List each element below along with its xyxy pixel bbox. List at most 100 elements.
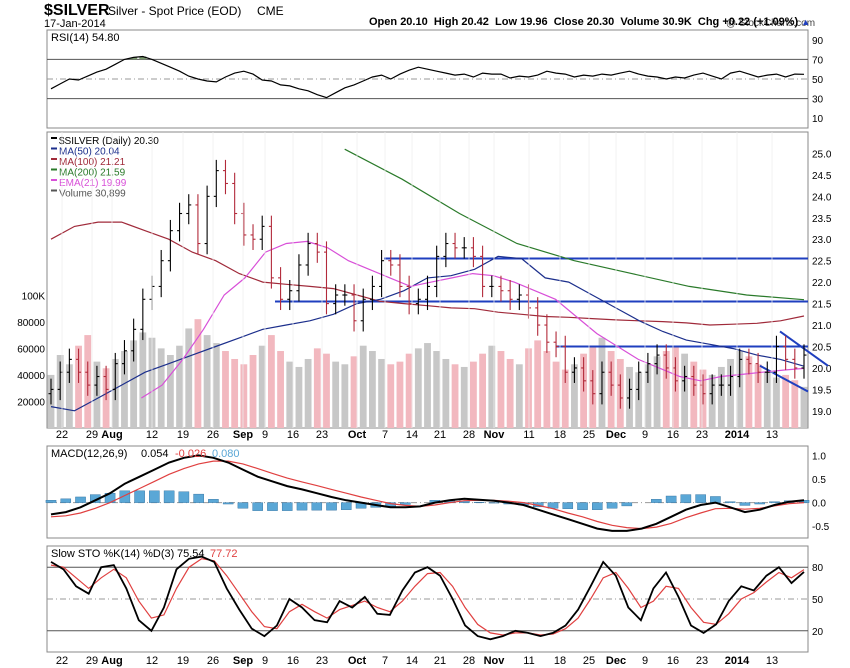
x-axis-label-lower: Sep xyxy=(233,655,253,667)
volume-bar xyxy=(470,361,477,428)
volume-bar xyxy=(405,353,413,428)
macd-histogram-bar xyxy=(724,501,736,503)
x-axis-label-lower: 13 xyxy=(766,655,778,667)
x-axis-label-upper: 7 xyxy=(382,429,388,441)
price-tick-label: 22.0 xyxy=(812,278,832,289)
volume-bar xyxy=(506,358,514,428)
price-legend-entry: MA(50) 20.04 xyxy=(59,147,120,158)
rsi-legend: RSI(14) 54.80 xyxy=(51,32,119,44)
volume-bar xyxy=(121,351,128,428)
x-axis-label-upper: 28 xyxy=(463,429,475,441)
price-legend-entry: MA(200) 21.59 xyxy=(59,168,126,179)
volume-bar xyxy=(350,356,358,428)
macd-histogram-bar xyxy=(134,490,145,503)
macd-tick-label: 1.0 xyxy=(812,451,826,462)
macd-histogram-bar xyxy=(237,502,249,509)
macd-histogram-bar xyxy=(754,502,765,505)
volume-bar xyxy=(166,355,174,428)
volume-bar xyxy=(369,351,376,428)
macd-legend-macd: 0.054 xyxy=(141,448,169,460)
volume-bar xyxy=(378,358,385,428)
rsi-tick-label: 70 xyxy=(812,55,824,66)
volume-bar xyxy=(525,348,532,428)
x-axis-label-upper: 18 xyxy=(554,429,566,441)
sto-legend-k: 75.54 xyxy=(177,548,205,560)
volume-bar xyxy=(157,348,165,428)
price-tick-label: 20.5 xyxy=(812,342,832,353)
chart-date: 17-Jan-2014 xyxy=(44,18,106,30)
volume-bar xyxy=(222,351,229,428)
legend-swatch xyxy=(51,158,57,160)
sto-d-line xyxy=(50,558,805,636)
volume-bar xyxy=(479,353,486,428)
volume-bar xyxy=(295,366,303,428)
price-tick-label: 23.0 xyxy=(812,235,832,246)
panel-frame-macd xyxy=(46,445,809,539)
low-label: Low xyxy=(495,16,518,28)
price-legend-entry: $SILVER (Daily) 20.30 xyxy=(59,136,159,147)
symbol-title: $SILVER xyxy=(44,2,110,19)
volume-bar xyxy=(258,345,266,428)
volume-bar xyxy=(800,386,808,428)
price-tick-label: 19.5 xyxy=(812,385,832,396)
macd-histogram-bar xyxy=(606,502,618,509)
volume-bar xyxy=(644,364,652,428)
channel-line-lower xyxy=(759,364,809,393)
macd-histogram-bar xyxy=(267,502,278,511)
volume-bar xyxy=(359,345,367,428)
close-label: Close xyxy=(553,16,584,28)
volume-bar xyxy=(561,369,569,428)
volume-bar xyxy=(323,353,330,428)
x-axis-label-upper: 25 xyxy=(583,429,595,441)
macd-histogram-bar xyxy=(60,498,72,503)
macd-legend-signal: -0.026 xyxy=(175,448,206,460)
macd-tick-label: -0.5 xyxy=(812,522,830,533)
legend-swatch xyxy=(51,189,57,192)
volume-bar xyxy=(543,351,551,428)
watermark: @ StockCharts.com xyxy=(726,18,816,29)
macd-histogram-bar xyxy=(178,491,190,503)
price-legend-entry: Volume 30,899 xyxy=(59,189,126,200)
volume-bar xyxy=(653,356,661,428)
macd-histogram-bar xyxy=(769,501,780,503)
x-axis-label-lower: Dec xyxy=(606,655,626,667)
price-tick-label: 19.0 xyxy=(812,407,832,418)
macd-histogram-bar xyxy=(163,490,175,503)
sto-tick-label: 50 xyxy=(812,595,824,606)
macd-signal-line xyxy=(50,460,805,530)
macd-histogram-bar xyxy=(208,499,219,503)
volume-bar xyxy=(212,343,220,428)
macd-histogram-bar xyxy=(341,502,352,510)
x-axis-label-lower: 18 xyxy=(554,655,566,667)
x-axis-label-lower: 25 xyxy=(583,655,595,667)
x-axis-label-upper: 22 xyxy=(56,429,68,441)
sto-legend-title: Slow STO %K(14) %D(3) xyxy=(51,548,174,560)
sto-tick-label: 80 xyxy=(812,563,824,574)
volume-bar xyxy=(497,351,505,428)
price-tick-label: 21.0 xyxy=(812,321,832,332)
volume-bar xyxy=(396,361,404,428)
x-axis-label-upper: 26 xyxy=(207,429,219,441)
price-tick-label: 21.5 xyxy=(812,300,832,311)
macd-histogram-bar xyxy=(311,502,323,511)
x-axis-label-lower: 22 xyxy=(56,655,68,667)
volume-bar xyxy=(176,345,183,428)
sto-tick-label: 20 xyxy=(812,627,824,638)
x-axis-label-upper: 9 xyxy=(262,429,268,441)
volume-bar xyxy=(571,364,578,428)
macd-histogram-bar xyxy=(562,502,574,509)
x-axis-label-upper: 9 xyxy=(642,429,648,441)
volume-bar xyxy=(332,361,340,428)
volume-bar xyxy=(791,380,799,428)
volume-tick-label: 40000 xyxy=(17,371,45,382)
x-axis-label-upper: Oct xyxy=(348,429,367,441)
x-axis-label-upper: 16 xyxy=(287,429,299,441)
x-axis-label-lower: 23 xyxy=(696,655,708,667)
volume-tick-label: 80000 xyxy=(17,318,45,329)
open-value: 20.10 xyxy=(400,16,428,28)
sto-k-line xyxy=(50,555,805,641)
rsi-tick-label: 50 xyxy=(812,75,824,86)
volume-bar xyxy=(745,356,753,428)
x-axis-label-upper: 19 xyxy=(177,429,189,441)
